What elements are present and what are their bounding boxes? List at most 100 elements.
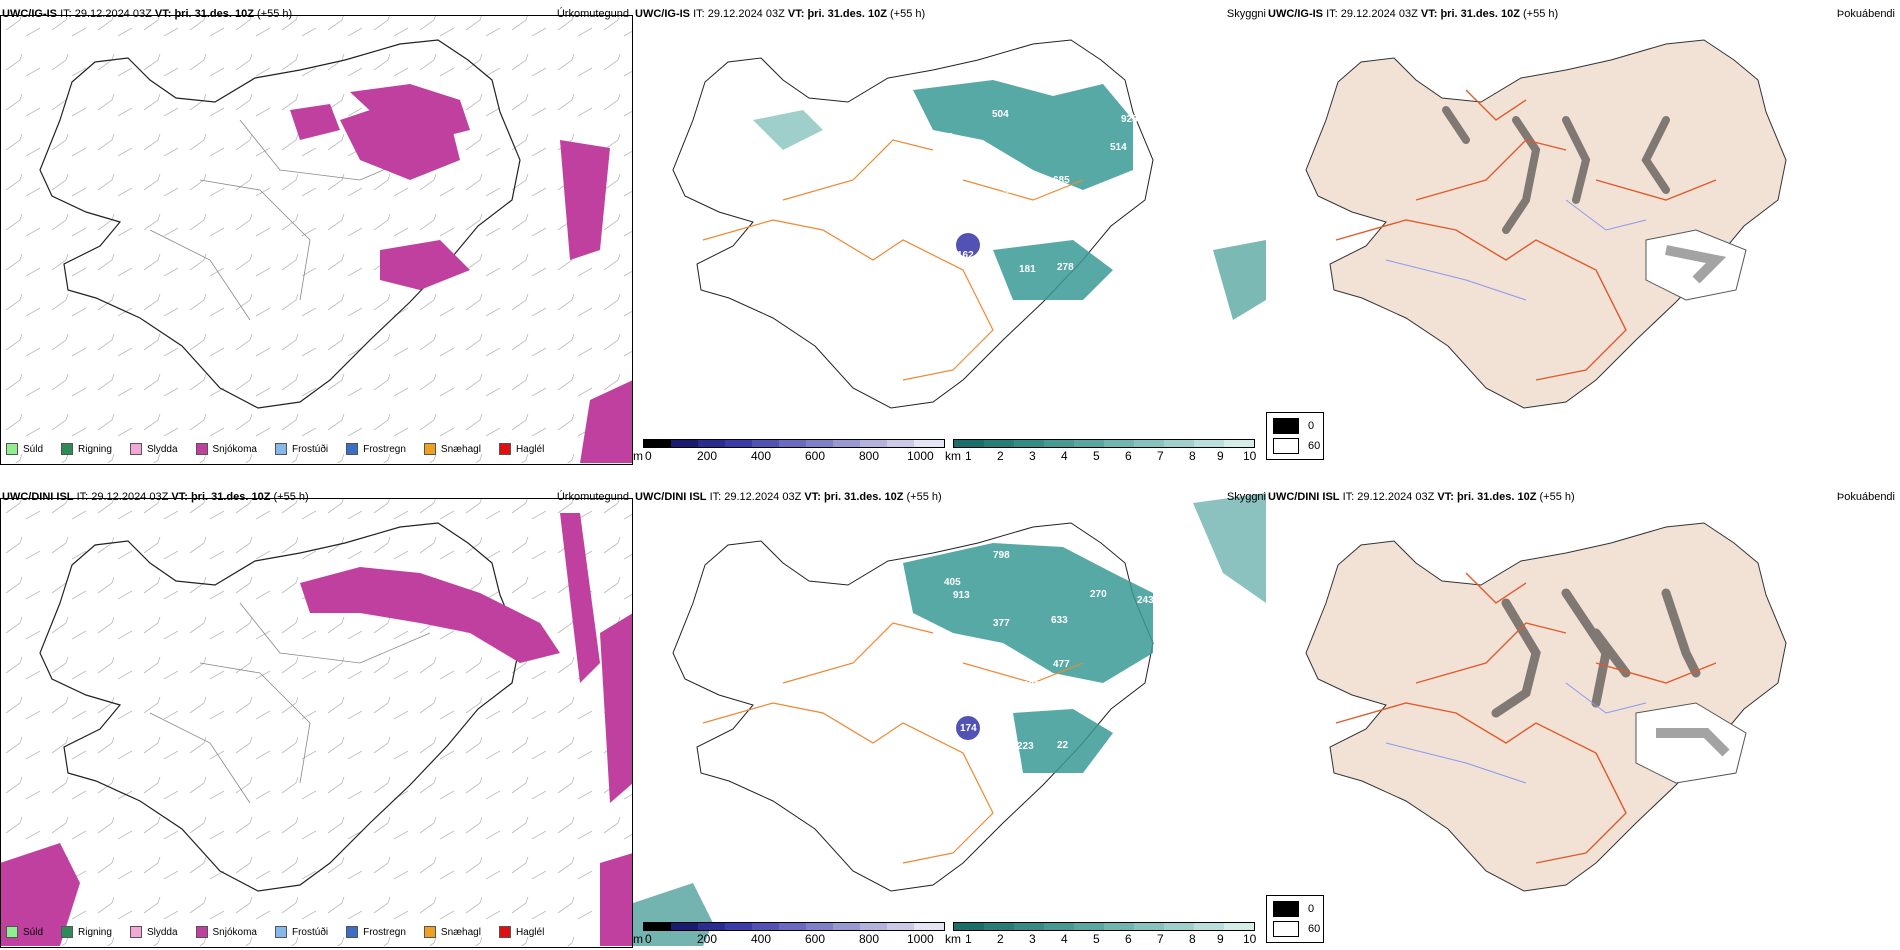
cloud-label: 223 [1017,741,1034,752]
cbar-tick: 400 [751,932,772,946]
cbar-tick: 3 [1029,932,1036,946]
cloud-label: 405 [944,577,961,588]
cbar-tick: 2 [997,932,1004,946]
fog-map [1305,39,1787,409]
cbar-tick: 3 [1029,449,1036,463]
cloud-map: 798 405 913 377 633 270 243 477 321 174 … [633,493,1266,946]
cloud-label: 253 [1045,212,1062,223]
cbar-tick: 800 [859,932,880,946]
legend-item: Frostúði [274,926,328,938]
cbar-tick: 5 [1093,449,1100,463]
legend-swatch [346,443,359,455]
legend-swatch [61,926,74,938]
cloud-label: 22 [1057,740,1069,751]
visibility-colorbar: km 1 2 3 4 5 6 7 8 9 10 [945,922,1265,946]
cloud-labels: 259 504 923 514 843 421 685 253 162 181 … [937,109,1201,277]
legend-item: Slydda [129,926,178,938]
precip-legend: Súld Rigning Slydda Snjókoma Frostúði Fr… [6,443,544,455]
fog-legend-swatch [1273,418,1299,434]
cloud-map: 259 504 923 514 843 421 685 253 162 181 … [672,39,1266,409]
panel-title: Skyggni [1226,8,1266,20]
legend-swatch [423,926,436,938]
cbar-tick: 1 [965,449,972,463]
cloud-label: 181 [1019,264,1036,275]
legend-swatch [498,926,511,938]
precip-type-panel-row1: UWC/IG-IS IT: 29.12.2024 03Z VT: þri. 31… [0,0,633,467]
panel-title: Úrkomutegund [556,491,629,503]
cloud-label: 162 [957,250,974,261]
cloud-label: 321 [1023,680,1040,691]
cbar-tick: 5 [1093,932,1100,946]
legend-item: Snjókoma [195,443,257,455]
cloudbase-colorbar: m 0 200 400 600 800 1000 [633,439,945,463]
panel-title: Skyggni [1226,491,1266,503]
legend-item: Súld [6,443,43,455]
cbar-tick: 0 [645,449,652,463]
cbar-unit: m [633,449,643,463]
legend-item: Rigning [61,926,112,938]
panel-header: UWC/DINI ISL IT: 29.12.2024 03Z VT: þri.… [1268,491,1575,503]
cloud-label: 514 [1110,142,1127,153]
cloud-label: 913 [953,590,970,601]
fog-legend: 0 60 [1266,895,1324,943]
cbar-tick: 0 [645,932,652,946]
precip-map [0,498,633,946]
cbar-tick: 9 [1217,449,1224,463]
precip-type-panel-row2: UWC/DINI ISL IT: 29.12.2024 03Z VT: þri.… [0,483,633,950]
fog-legend-swatch [1273,901,1299,917]
fog-legend-swatch [1273,921,1299,937]
cbar-tick: 2 [997,449,1004,463]
panel-title: Þokuábendi [1836,8,1895,20]
cloud-label: 174 [960,723,977,734]
cbar-tick: 1000 [907,449,934,463]
legend-item: Haglél [498,443,544,455]
cbar-tick: 600 [805,932,826,946]
cbar-tick: 400 [751,449,772,463]
panel-header: UWC/IG-IS IT: 29.12.2024 03Z VT: þri. 31… [635,8,926,20]
precip-legend: Súld Rigning Slydda Snjókoma Frostúði Fr… [6,926,544,938]
legend-item: Rigning [61,443,112,455]
cbar-tick: 9 [1217,932,1224,946]
cloud-label: 434 [1116,266,1133,277]
cbar-tick: 4 [1061,932,1068,946]
cbar-tick: 10 [1243,932,1257,946]
legend-item: Snjókoma [195,926,257,938]
cloud-label: 504 [992,109,1009,120]
cloud-label: 421 [1003,185,1020,196]
legend-item: Slydda [129,443,178,455]
fog-legend: 0 60 [1266,412,1324,460]
legend-swatch [61,443,74,455]
cloud-label: 633 [1051,615,1068,626]
cbar-tick: 8 [1189,449,1196,463]
legend-swatch [274,926,287,938]
cbar-tick: 1000 [907,932,934,946]
cbar-tick: 1 [965,932,972,946]
panel-header: UWC/IG-IS IT: 29.12.2024 03Z VT: þri. 31… [1268,8,1559,20]
legend-item: Snæhagl [423,443,481,455]
legend-swatch [129,443,142,455]
legend-swatch [129,926,142,938]
fog-map [1305,522,1787,892]
legend-swatch [498,443,511,455]
fog-panel-row2: UWC/DINI ISL IT: 29.12.2024 03Z VT: þri.… [1266,483,1899,950]
cbar-tick: 6 [1125,449,1132,463]
legend-item: Snæhagl [423,926,481,938]
fog-legend-swatch [1273,438,1299,454]
legend-item: Frostregn [346,926,406,938]
cbar-tick: 800 [859,449,880,463]
legend-swatch [195,926,208,938]
cloud-label: 259 [937,132,954,143]
cloud-label: 397 [1114,743,1131,754]
cloud-labels: 798 405 913 377 633 270 243 477 321 174 … [944,550,1154,754]
legend-swatch [195,443,208,455]
cbar-tick: 8 [1189,932,1196,946]
cbar-tick: 10 [1243,449,1257,463]
legend-item: Frostregn [346,443,406,455]
cloud-label: 477 [1053,659,1070,670]
cloudbase-colorbar: m 0 200 400 600 800 1000 [633,922,945,946]
legend-swatch [346,926,359,938]
panel-header: UWC/DINI ISL IT: 29.12.2024 03Z VT: þri.… [635,491,942,503]
panel-title: Þokuábendi [1836,491,1895,503]
cbar-unit: km [945,932,961,946]
precip-map [0,15,633,463]
